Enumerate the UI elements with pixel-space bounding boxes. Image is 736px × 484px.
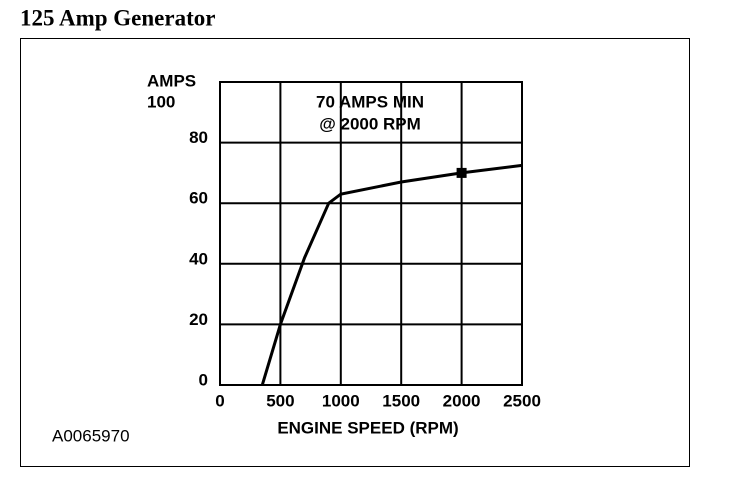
chart-title: 125 Amp Generator — [20, 5, 215, 30]
x-tick-label: 500 — [266, 391, 294, 410]
marker — [456, 167, 467, 178]
y-tick-label: 20 — [189, 310, 208, 329]
x-tick-label: 0 — [215, 391, 224, 410]
y-tick-label: 80 — [189, 128, 208, 147]
line — [260, 163, 523, 386]
y-tick-label: 0 — [199, 370, 208, 389]
x-axis-label: ENGINE SPEED (RPM) — [277, 418, 458, 437]
x-tick-label: 2000 — [443, 391, 481, 410]
annotation: 70 AMPS MIN — [316, 92, 424, 111]
y-tick-label: 60 — [189, 189, 208, 208]
annotation: @ 2000 RPM — [319, 114, 421, 133]
y-tick-label: 40 — [189, 249, 208, 268]
x-tick-label: 1500 — [382, 391, 420, 410]
frame — [20, 38, 690, 467]
y-tick-label: 100 — [147, 92, 175, 111]
y-axis-label: AMPS — [147, 71, 196, 90]
x-tick-label: 1000 — [322, 391, 360, 410]
x-tick-label: 2500 — [503, 391, 541, 410]
figure-id: A0065970 — [52, 426, 130, 445]
